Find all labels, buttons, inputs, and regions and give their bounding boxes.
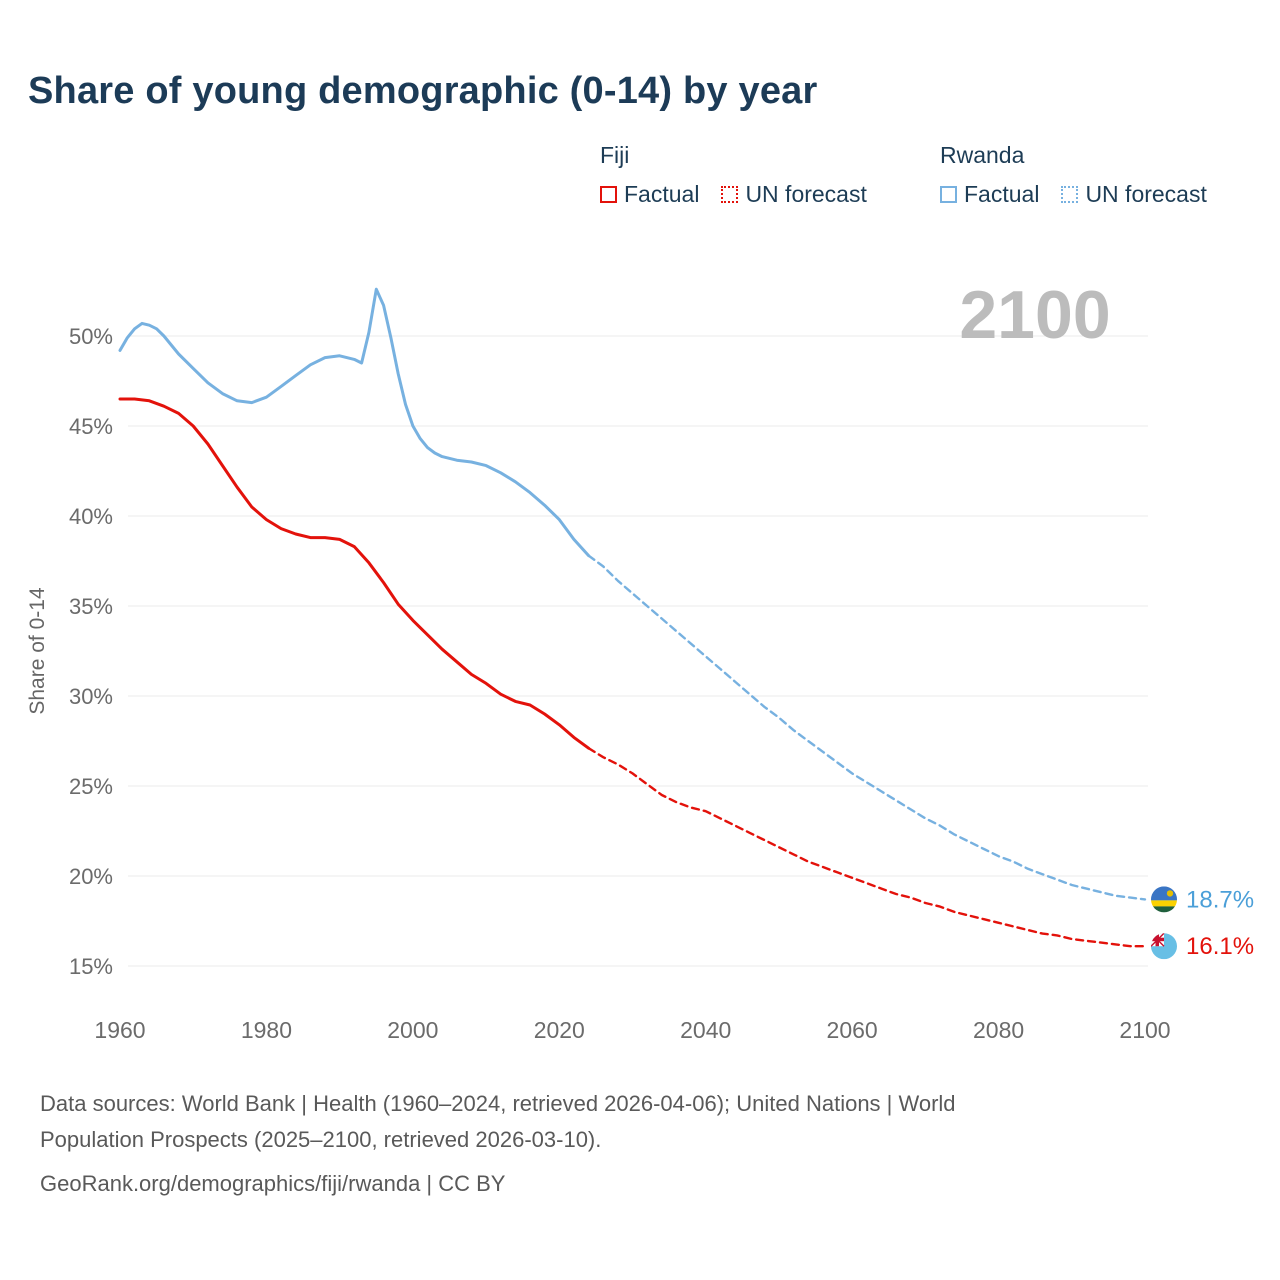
fiji-end-value-label: 16.1% <box>1186 933 1254 960</box>
legend-fiji-items: Factual UN forecast <box>600 181 940 208</box>
fiji-factual-label: Factual <box>624 181 700 207</box>
rwanda-flag-icon <box>1151 886 1177 913</box>
legend-rwanda-country-label: Rwanda <box>940 142 1025 168</box>
legend-rwanda-items: Factual UN forecast <box>940 181 1280 208</box>
series-line-fiji-forecast <box>587 747 1147 948</box>
rwanda-end-value-label: 18.7% <box>1186 886 1254 913</box>
x-tick-label: 2020 <box>534 1017 585 1043</box>
rwanda-factual-swatch <box>940 186 957 203</box>
line-chart-canvas: 15% 20% 25% 30% 35% 40% 45% 50% 1960 1980 2000 2020… <box>26 277 1254 1043</box>
y-axis-label: Share of 0-14 <box>26 587 49 715</box>
series-line-rwanda-forecast <box>587 554 1147 901</box>
series-line-rwanda-factual <box>118 287 591 558</box>
footer-attribution: GeoRank.org/demographics/fiji/rwanda | C… <box>40 1171 506 1196</box>
y-tick-label: 25% <box>69 774 113 799</box>
data-sources-footer: Data sources: World Bank | Health (1960–… <box>40 1086 956 1202</box>
series-line-fiji-factual <box>118 397 591 750</box>
x-tick-label: 2060 <box>827 1017 878 1043</box>
x-tick-label: 2100 <box>1119 1017 1170 1043</box>
y-tick-label: 50% <box>69 324 113 349</box>
fiji-flag-icon <box>1151 933 1177 960</box>
y-tick-label: 15% <box>69 954 113 979</box>
footer-line-1: Data sources: World Bank | Health (1960–… <box>40 1091 956 1116</box>
legend-group-fiji: Fiji Factual UN forecast <box>600 142 940 208</box>
y-tick-label: 40% <box>69 504 113 529</box>
fiji-factual-swatch <box>600 186 617 203</box>
page-title: Share of young demographic (0-14) by yea… <box>28 70 818 112</box>
footer-line-2: Population Prospects (2025–2100, retriev… <box>40 1127 602 1152</box>
x-tick-label: 2000 <box>387 1017 438 1043</box>
watermark-year: 2100 <box>959 277 1110 353</box>
rwanda-forecast-label: UN forecast <box>1085 181 1207 207</box>
y-tick-label: 45% <box>69 414 113 439</box>
x-tick-label: 2040 <box>680 1017 731 1043</box>
x-tick-label: 2080 <box>973 1017 1024 1043</box>
x-tick-label: 1980 <box>241 1017 292 1043</box>
rwanda-factual-label: Factual <box>964 181 1040 207</box>
fiji-forecast-swatch <box>721 186 739 203</box>
legend: Fiji Factual UN forecast Rwanda Factual … <box>600 142 1280 208</box>
y-tick-label: 35% <box>69 594 113 619</box>
y-tick-label: 30% <box>69 684 113 709</box>
legend-fiji-country-label: Fiji <box>600 142 630 168</box>
fiji-forecast-label: UN forecast <box>745 181 867 207</box>
rwanda-forecast-swatch <box>1061 186 1079 203</box>
x-tick-label: 1960 <box>94 1017 145 1043</box>
legend-group-rwanda: Rwanda Factual UN forecast <box>940 142 1280 208</box>
y-tick-label: 20% <box>69 864 113 889</box>
